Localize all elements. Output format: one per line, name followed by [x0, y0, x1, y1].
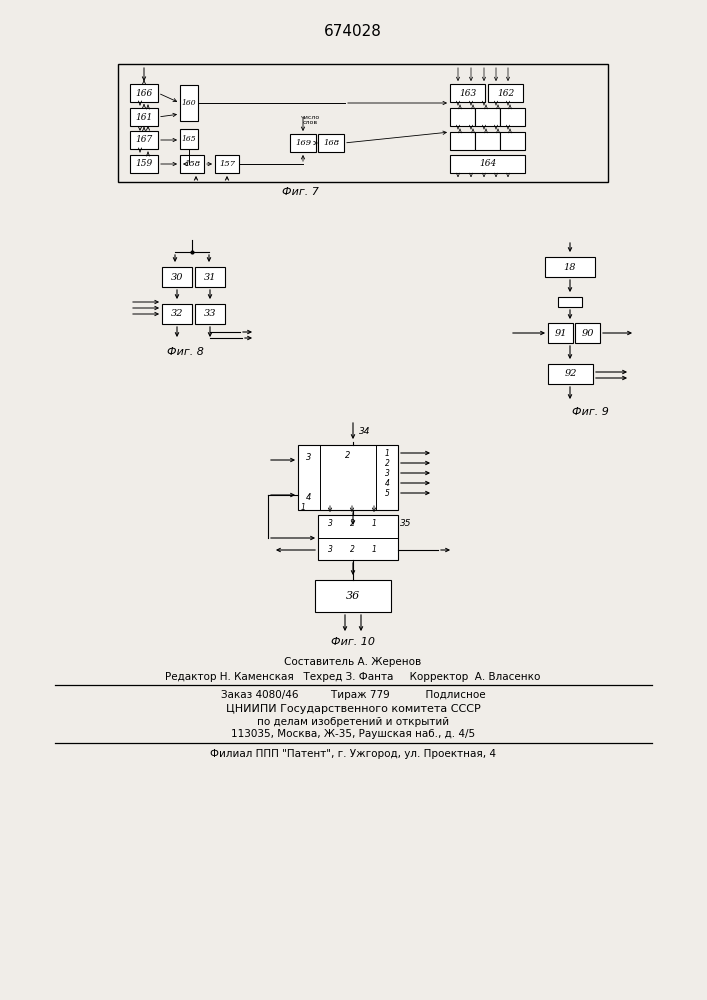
Text: 3: 3: [327, 518, 332, 528]
Text: 3: 3: [306, 452, 312, 462]
Text: 1: 1: [372, 546, 376, 554]
Bar: [475, 108, 500, 126]
Text: 164: 164: [479, 159, 496, 168]
Bar: [130, 108, 158, 126]
Bar: [290, 134, 316, 152]
Bar: [118, 64, 608, 182]
Text: ЦНИИПИ Государственного комитета СССР: ЦНИИПИ Государственного комитета СССР: [226, 704, 480, 714]
Text: Составитель А. Жеренов: Составитель А. Жеренов: [284, 657, 421, 667]
Text: 35: 35: [400, 518, 411, 528]
Text: 32: 32: [171, 310, 183, 318]
Text: 31: 31: [204, 272, 216, 282]
Text: 91: 91: [554, 328, 567, 338]
Text: 2: 2: [385, 458, 390, 468]
Bar: [545, 257, 595, 277]
Text: 167: 167: [135, 135, 153, 144]
Text: по делам изобретений и открытий: по делам изобретений и открытий: [257, 717, 449, 727]
Bar: [558, 297, 582, 307]
Bar: [575, 323, 600, 343]
Text: 166: 166: [135, 89, 153, 98]
Bar: [450, 108, 475, 126]
Bar: [130, 84, 158, 102]
Text: 18: 18: [563, 262, 576, 271]
Text: 2: 2: [345, 450, 351, 460]
Bar: [548, 323, 573, 343]
Bar: [195, 267, 225, 287]
Text: 1: 1: [300, 502, 305, 512]
Text: 30: 30: [171, 272, 183, 282]
Bar: [162, 267, 192, 287]
Bar: [475, 132, 500, 150]
Text: Филиал ППП "Патент", г. Ужгород, ул. Проектная, 4: Филиал ППП "Патент", г. Ужгород, ул. Про…: [210, 749, 496, 759]
Text: 160: 160: [182, 99, 197, 107]
Text: 92: 92: [564, 369, 577, 378]
Bar: [450, 84, 485, 102]
Text: Фиг. 9: Фиг. 9: [571, 407, 609, 417]
Bar: [488, 84, 523, 102]
Text: 2: 2: [349, 546, 354, 554]
Bar: [162, 304, 192, 324]
Bar: [180, 155, 204, 173]
Text: 162: 162: [497, 89, 514, 98]
Bar: [500, 132, 525, 150]
Text: 1: 1: [385, 448, 390, 458]
Text: Фиг. 8: Фиг. 8: [167, 347, 204, 357]
Bar: [195, 304, 225, 324]
Text: 674028: 674028: [324, 24, 382, 39]
Text: Заказ 4080/46          Тираж 779           Подлисное: Заказ 4080/46 Тираж 779 Подлисное: [221, 690, 485, 700]
Text: 168: 168: [323, 139, 339, 147]
Text: 3: 3: [327, 546, 332, 554]
Bar: [450, 155, 525, 173]
Text: Фиг. 10: Фиг. 10: [331, 637, 375, 647]
Text: Фиг. 7: Фиг. 7: [281, 187, 318, 197]
Bar: [130, 155, 158, 173]
Text: 157: 157: [219, 160, 235, 168]
Bar: [318, 134, 344, 152]
Text: 159: 159: [135, 159, 153, 168]
Text: 165: 165: [182, 135, 197, 143]
Text: 34: 34: [359, 428, 370, 436]
Bar: [315, 580, 391, 612]
Bar: [180, 129, 198, 149]
Bar: [298, 445, 398, 510]
Text: 161: 161: [135, 112, 153, 121]
Bar: [180, 85, 198, 121]
Text: 3: 3: [385, 468, 390, 478]
Text: 4: 4: [385, 479, 390, 488]
Bar: [500, 108, 525, 126]
Text: 113035, Москва, Ж-35, Раушская наб., д. 4/5: 113035, Москва, Ж-35, Раушская наб., д. …: [231, 729, 475, 739]
Text: 163: 163: [459, 89, 476, 98]
Bar: [548, 364, 593, 384]
Text: 90: 90: [581, 328, 594, 338]
Bar: [215, 155, 239, 173]
Text: число
слов: число слов: [300, 115, 320, 125]
Text: 158: 158: [184, 160, 200, 168]
Text: Редактор Н. Каменская   Техред З. Фанта     Корректор  А. Власенко: Редактор Н. Каменская Техред З. Фанта Ко…: [165, 672, 541, 682]
Text: 169: 169: [295, 139, 311, 147]
Text: 33: 33: [204, 310, 216, 318]
Text: 5: 5: [385, 488, 390, 497]
Text: 2: 2: [349, 518, 354, 528]
Text: 1: 1: [372, 518, 376, 528]
Bar: [318, 515, 398, 560]
Bar: [130, 131, 158, 149]
Text: 4: 4: [306, 493, 312, 502]
Bar: [450, 132, 475, 150]
Text: 36: 36: [346, 591, 360, 601]
